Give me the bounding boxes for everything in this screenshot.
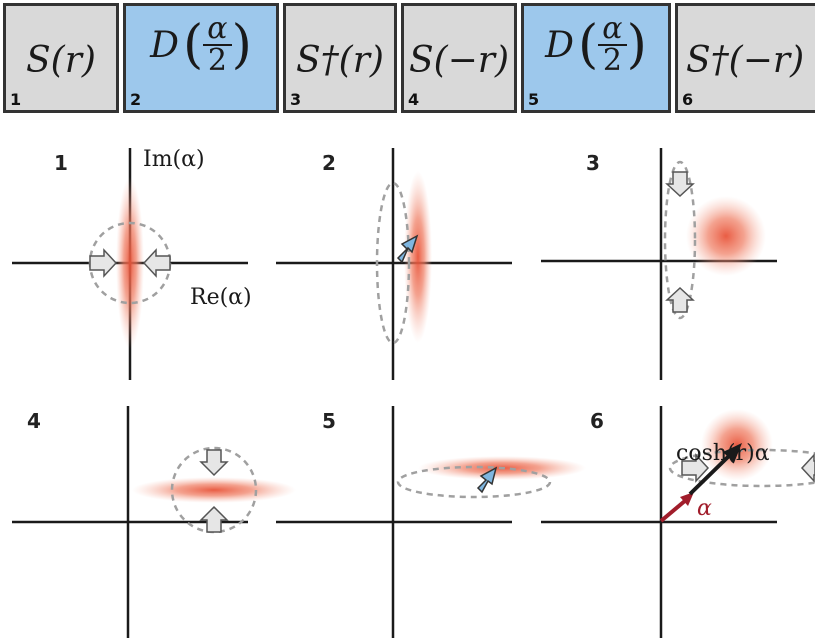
- gate-expression: S†(−r): [686, 40, 805, 81]
- squeeze-arrow-left-icon: [800, 453, 815, 483]
- panel-number: 2: [322, 151, 336, 175]
- cosh-alpha-vector: [688, 452, 733, 496]
- right-paren: ): [231, 15, 252, 75]
- gate-expression: S(−r): [408, 40, 510, 81]
- squeeze-arrow-down-icon: [665, 171, 695, 198]
- squeezed-state-horizontal: [132, 477, 296, 503]
- squeeze-arrow-up-icon: [199, 505, 229, 533]
- fraction-denominator: 2: [207, 43, 227, 78]
- previous-state-dashed: [375, 181, 411, 345]
- left-paren: (: [183, 15, 204, 75]
- squeeze-arrow-right-icon: [89, 248, 118, 278]
- gate-expression: D(α 2): [524, 14, 668, 76]
- gate-expression: S†(r): [296, 40, 384, 81]
- gate-number: 5: [528, 90, 540, 109]
- squeezed-state-vertical: [116, 177, 144, 349]
- right-paren: ): [626, 15, 647, 75]
- panel-1: 1 Im(α) Re(α): [12, 147, 252, 380]
- gate-squeeze-dagger-r: S†(r) 3: [283, 3, 397, 113]
- imaginary-axis-label: Im(α): [143, 147, 205, 172]
- gate-displacement-half-alpha: D(α 2) 5: [521, 3, 671, 113]
- fraction-numerator: α: [598, 14, 627, 46]
- squeeze-arrow-up-icon: [665, 286, 695, 313]
- panel-4: 4: [12, 406, 296, 638]
- displacement-arrow-icon: [476, 466, 498, 494]
- gate-expression: S(r): [26, 40, 96, 81]
- gate-number: 3: [290, 90, 302, 109]
- squeeze-arrow-down-icon: [199, 449, 229, 477]
- cosh-alpha-label: cosh(r)α: [676, 441, 770, 466]
- fraction-denominator: 2: [602, 43, 622, 78]
- panel-2: 2: [276, 148, 512, 380]
- panel-6: 6 α cosh(r)α: [541, 406, 815, 638]
- phase-space-panels: 1 Im(α) Re(α) 2 3 4 5: [12, 147, 815, 638]
- squeeze-arrow-right-icon: [681, 453, 710, 483]
- gate-number: 2: [130, 90, 142, 109]
- previous-state-dashed: [170, 446, 258, 534]
- gate-number: 1: [10, 90, 22, 109]
- gate-squeeze-r: S(r) 1: [3, 3, 119, 113]
- gate-displacement-half-alpha: D(α 2) 2: [123, 3, 279, 113]
- cosh-alpha-arrowhead-icon: [723, 443, 742, 463]
- displaced-squeezed-state: [404, 171, 432, 343]
- panel-3: 3: [541, 148, 777, 380]
- alpha-label: α: [697, 496, 712, 521]
- gate-expression: D(α 2): [126, 14, 276, 76]
- panel-number: 6: [590, 409, 604, 433]
- previous-state-dashed: [668, 448, 815, 488]
- panel-number: 1: [54, 151, 68, 175]
- panel-number: 4: [27, 409, 41, 433]
- left-paren: (: [578, 15, 599, 75]
- displacement-letter: D: [150, 24, 179, 66]
- real-axis-label: Re(α): [190, 285, 252, 310]
- squeeze-arrow-left-icon: [142, 248, 171, 278]
- fraction-numerator: α: [203, 14, 232, 46]
- displacement-letter: D: [545, 24, 574, 66]
- alpha-arrowhead-icon: [680, 492, 694, 506]
- gate-sequence: S(r) 1 D(α 2) 2 S†(r) 3 S(−r) 4 D(α 2) 5 S…: [0, 0, 815, 118]
- previous-state-dashed: [396, 465, 552, 499]
- coherent-state: [686, 196, 766, 276]
- panel-number: 5: [322, 409, 336, 433]
- gate-squeeze-minus-r: S(−r) 4: [401, 3, 517, 113]
- alpha-vector: [659, 498, 688, 523]
- displacement-arrow-icon: [396, 234, 419, 264]
- gate-number: 4: [408, 90, 420, 109]
- previous-state-dashed: [663, 160, 697, 320]
- panel-number: 3: [586, 151, 600, 175]
- gate-squeeze-dagger-minus-r: S†(−r) 6: [675, 3, 815, 113]
- gate-number: 6: [682, 90, 694, 109]
- panel-5: 5: [276, 406, 586, 638]
